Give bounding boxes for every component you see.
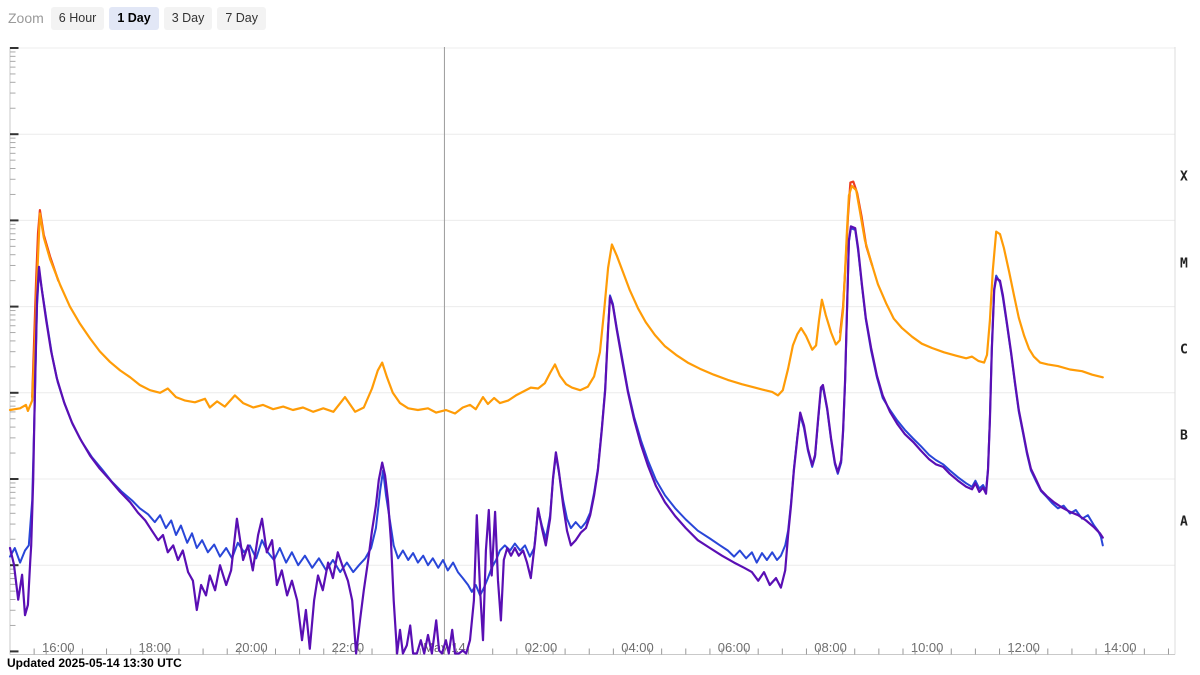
series-xray-short-primary <box>8 225 1104 655</box>
x-axis-label: 04:00 <box>621 640 654 655</box>
zoom-button-7-day[interactable]: 7 Day <box>217 7 266 30</box>
x-axis-label: 16:00 <box>41 640 75 655</box>
x-axis-label: 10:00 <box>910 640 944 655</box>
x-axis-label: 06:00 <box>717 640 751 655</box>
updated-timestamp: Updated 2025-05-14 13:30 UTC <box>7 656 182 670</box>
zoom-button-3-day[interactable]: 3 Day <box>163 7 213 30</box>
x-axis-label: 12:00 <box>1007 640 1040 655</box>
series-xray-long-secondary <box>839 180 874 334</box>
x-axis-label: 02:00 <box>524 640 558 655</box>
x-axis-label: 20:00 <box>235 640 268 655</box>
flare-class-label-a: A <box>1180 514 1188 530</box>
x-axis-label: 08:00 <box>814 640 847 655</box>
x-axis-label: 22:00 <box>331 640 365 655</box>
zoom-label: Zoom <box>8 10 44 27</box>
x-axis-label: 18:00 <box>138 640 172 655</box>
zoom-button-1-day[interactable]: 1 Day <box>109 7 159 30</box>
x-axis-label: 14:00 <box>1103 640 1137 655</box>
zoom-range-toolbar: Zoom 6 Hour 1 Day 3 Day 7 Day <box>8 7 266 30</box>
series-xray-long-secondary <box>31 209 60 399</box>
zoom-button-6-hour[interactable]: 6 Hour <box>50 7 105 30</box>
series-xray-long-primary <box>8 184 1104 415</box>
flare-class-label-x: X <box>1180 169 1188 185</box>
x-axis-label: May 14 <box>423 640 466 655</box>
flare-class-label-c: C <box>1180 342 1188 358</box>
flare-class-label-b: B <box>1180 428 1188 444</box>
series-xray-short-secondary <box>9 227 1104 597</box>
flare-class-label-m: M <box>1180 256 1188 272</box>
